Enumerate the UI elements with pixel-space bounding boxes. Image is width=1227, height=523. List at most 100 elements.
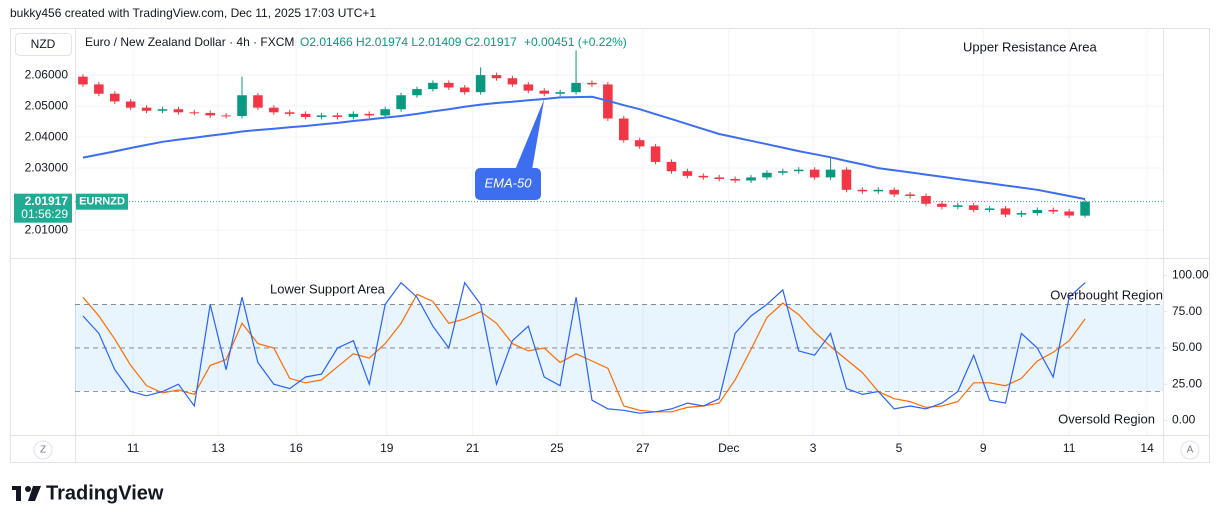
y-tick-label: 2.04000	[25, 129, 69, 143]
legend-title: Euro / New Zealand Dollar · 4h · FXCM	[85, 35, 294, 49]
symbol-tag-label: EURNZD	[79, 196, 125, 208]
candle-body	[412, 89, 422, 96]
callout-pointer	[515, 98, 545, 170]
candle-body	[475, 75, 486, 93]
candle-body	[539, 90, 550, 94]
candle-body	[94, 84, 104, 94]
candle-body	[300, 113, 311, 117]
candle-body	[937, 203, 947, 207]
x-tick-label: 25	[550, 441, 564, 455]
annotation: Upper Resistance Area	[963, 39, 1097, 54]
logo-mark	[25, 486, 31, 492]
candle-body	[619, 118, 629, 141]
candle-body	[173, 109, 184, 113]
oscillator-line	[82, 281, 1086, 414]
legend-change: +0.00451 (+0.22%)	[524, 35, 627, 49]
x-tick-label: 11	[127, 441, 140, 455]
x-tick-label: 14	[1140, 441, 1154, 455]
x-tick-label: Dec	[718, 441, 739, 455]
candle-body	[905, 194, 915, 197]
symbol-button[interactable]	[15, 33, 72, 56]
candle-body	[253, 95, 263, 108]
symbol-tag	[76, 193, 128, 210]
candle-body	[507, 78, 518, 85]
candle-body	[730, 178, 740, 181]
control-button[interactable]	[33, 440, 53, 460]
x-tick-label: 27	[636, 441, 650, 455]
candle-body	[857, 189, 868, 192]
candle-body	[428, 82, 438, 90]
y-tick-label: 2.03000	[25, 160, 69, 174]
candle-body	[873, 189, 884, 192]
chart-frame	[10, 28, 1210, 463]
candle-body	[109, 93, 120, 102]
symbol-button-label[interactable]: NZD	[31, 37, 56, 51]
candle-body	[157, 109, 168, 111]
candle-body	[78, 76, 88, 85]
y-tick-label: 25.00	[1172, 376, 1202, 390]
control-button[interactable]	[1180, 440, 1200, 460]
last-price-box	[14, 193, 72, 223]
candle-body	[1080, 201, 1090, 216]
candle-body	[189, 112, 200, 114]
credit: bukky456 created with TradingView.com, D…	[10, 6, 376, 20]
candle-body	[793, 169, 804, 172]
x-tick-label: 11	[1063, 441, 1076, 455]
candle-body	[332, 115, 343, 117]
y-tick-label: 2.05000	[25, 98, 69, 112]
candle-body	[348, 113, 359, 117]
candle-body	[491, 75, 502, 79]
x-tick-label: 5	[896, 441, 903, 455]
candle-body	[1000, 208, 1011, 215]
candle-body	[778, 171, 788, 173]
logo-mark	[28, 486, 41, 501]
candle-body	[444, 82, 454, 88]
candle-body	[714, 177, 724, 179]
candle-body	[364, 113, 375, 116]
candle-body	[984, 208, 995, 210]
x-tick-label: 13	[211, 441, 225, 455]
annotation: Oversold Region	[1058, 411, 1155, 426]
candle-body	[396, 95, 406, 110]
y-tick-label: 2.06000	[25, 67, 69, 81]
y-tick-label: 2.01000	[25, 222, 69, 236]
candle-body	[141, 107, 152, 111]
candle-body	[666, 161, 677, 172]
oscillator-line	[82, 293, 1086, 413]
candle-body	[841, 169, 852, 190]
x-tick-label: 3	[810, 441, 817, 455]
candle-body	[205, 112, 215, 116]
candle-body	[555, 92, 565, 94]
x-tick-label: 21	[466, 441, 480, 455]
y-tick-label: 100.00	[1172, 268, 1209, 282]
candle-body	[1032, 209, 1043, 214]
candle-body	[746, 177, 756, 181]
callout-box	[475, 168, 541, 200]
ema-line	[82, 95, 1086, 201]
candle-body	[571, 82, 581, 93]
x-tick-label: 9	[980, 441, 987, 455]
candle-body	[682, 171, 693, 176]
candle-body	[587, 82, 597, 85]
control-label[interactable]: Z	[40, 445, 46, 456]
countdown-label: 01:56:29	[21, 207, 68, 221]
annotation: Overbought Region	[1050, 287, 1163, 302]
candle-body	[698, 175, 709, 178]
logo-mark	[16, 486, 21, 501]
candle-body	[284, 112, 295, 114]
x-tick-label: 16	[289, 441, 303, 455]
y-tick-label: 75.00	[1172, 304, 1202, 318]
y-tick-label: 0.00	[1172, 413, 1196, 427]
candle-body	[221, 115, 231, 117]
legend-values: O2.01466 H2.01974 L2.01409 C2.01917	[300, 35, 517, 49]
control-label[interactable]: A	[1187, 445, 1194, 456]
candle-body	[634, 140, 645, 147]
candle-body	[1048, 209, 1059, 212]
candle-body	[762, 172, 772, 178]
annotation: Lower Support Area	[270, 281, 386, 296]
candle-body	[1064, 211, 1074, 216]
x-tick-label: 19	[380, 441, 394, 455]
callout-label: EMA-50	[485, 175, 533, 190]
candle-body	[968, 205, 979, 210]
